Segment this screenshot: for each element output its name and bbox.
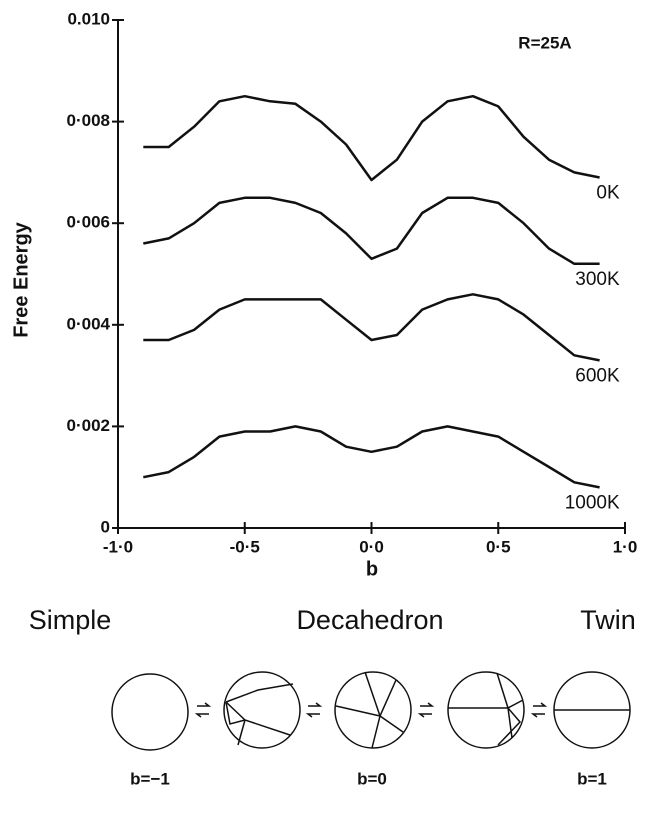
structure-label: Simple	[29, 605, 112, 635]
y-tick-label: 0·004	[67, 314, 111, 333]
y-tick-label: 0·008	[67, 111, 110, 130]
series-line	[143, 94, 600, 182]
y-tick-label: 0.010	[67, 9, 110, 28]
annotation: R=25A	[518, 33, 571, 52]
b-label: b=1	[577, 769, 607, 788]
series-label: 0K	[596, 182, 620, 203]
y-tick-label: 0·002	[67, 416, 110, 435]
series-line	[143, 293, 600, 362]
series-label: 300K	[575, 269, 620, 290]
series-line	[143, 425, 600, 489]
y-axis-label: Free Energy	[10, 221, 32, 337]
y-tick-label: 0	[101, 517, 110, 536]
series-line	[143, 196, 600, 266]
x-tick-label: 1·0	[613, 537, 638, 556]
x-tick-label: 0·0	[359, 537, 384, 556]
b-label: b=0	[357, 769, 387, 788]
structure-diagrams	[111, 671, 631, 751]
y-tick-label: 0·006	[67, 213, 110, 232]
series-label: 1000K	[565, 492, 620, 513]
structure-label: Decahedron	[296, 605, 443, 635]
series-label: 600K	[575, 365, 620, 386]
x-tick-label: 0·5	[486, 537, 511, 556]
structure-label: Twin	[580, 605, 636, 635]
x-tick-label: -0·5	[230, 537, 260, 556]
x-axis-label: b	[366, 558, 378, 580]
b-label: b=−1	[130, 769, 170, 788]
x-tick-label: -1·0	[103, 537, 133, 556]
